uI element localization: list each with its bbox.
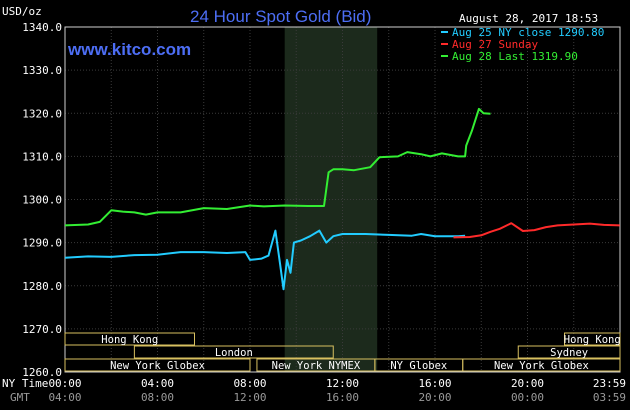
legend-entry: Aug 27 Sunday bbox=[452, 38, 538, 51]
session-label: Hong Kong bbox=[564, 334, 621, 346]
session-label: New York NYMEX bbox=[272, 360, 361, 372]
x-tick-label-ny: 12:00 bbox=[326, 377, 359, 390]
y-tick-label: 1330.0 bbox=[22, 64, 62, 77]
timestamp: August 28, 2017 18:53 bbox=[459, 12, 598, 25]
x-axis-label-ny: NY Time bbox=[2, 377, 48, 390]
x-axis-label-gmt: GMT bbox=[10, 391, 30, 404]
session-bar bbox=[462, 358, 621, 372]
session-label: NY Globex bbox=[390, 360, 447, 372]
session-bar bbox=[564, 332, 621, 346]
series-line bbox=[64, 107, 491, 227]
session-label: New York Globex bbox=[494, 360, 589, 372]
legend-entry: Aug 25 NY close 1290.80 bbox=[452, 26, 604, 39]
session-label: London bbox=[215, 347, 253, 359]
y-tick-labels: 1340.0 1330.0 1320.0 1310.0 1300.0 1290.0 1280… bbox=[22, 21, 62, 379]
grid-lines bbox=[65, 27, 620, 372]
x-tick-label-ny: 16:00 bbox=[418, 377, 451, 390]
nymex-shaded-region bbox=[284, 27, 378, 372]
x-tick-label-ny: 08:00 bbox=[233, 377, 266, 390]
session-label: Sydney bbox=[550, 347, 588, 359]
legend-entry: Aug 28 Last 1319.90 bbox=[452, 50, 578, 63]
x-tick-label-ny: 00:00 bbox=[48, 377, 81, 390]
x-tick-label-ny: 04:00 bbox=[141, 377, 174, 390]
x-tick-label-ny: 20:00 bbox=[511, 377, 544, 390]
series-line bbox=[453, 222, 620, 239]
x-tick-label-gmt: 08:00 bbox=[141, 391, 174, 404]
session-bar bbox=[133, 345, 334, 359]
session-bar bbox=[517, 345, 621, 359]
session-label: Hong Kong bbox=[101, 334, 158, 346]
x-tick-label-gmt: 12:00 bbox=[233, 391, 266, 404]
session-bar bbox=[64, 332, 195, 346]
x-tick-label-ny: 23:59 bbox=[593, 377, 626, 390]
site-url: www.kitco.com bbox=[67, 40, 191, 59]
x-tick-labels: 00:0004:0004:0008:0008:0012:0012:0016:00… bbox=[48, 377, 626, 404]
y-tick-label: 1300.0 bbox=[22, 194, 62, 207]
y-tick-label: 1320.0 bbox=[22, 107, 62, 120]
x-tick-label-gmt: 20:00 bbox=[418, 391, 451, 404]
y-tick-label: 1280.0 bbox=[22, 280, 62, 293]
x-tick-label-gmt: 04:00 bbox=[48, 391, 81, 404]
session-bar bbox=[64, 358, 251, 372]
x-tick-label-gmt: 03:59 bbox=[593, 391, 626, 404]
y-axis-label: USD/oz bbox=[2, 5, 42, 18]
y-tick-label: 1310.0 bbox=[22, 150, 62, 163]
chart-title: 24 Hour Spot Gold (Bid) bbox=[190, 7, 371, 26]
y-tick-label: 1260.0 bbox=[22, 366, 62, 379]
plot-frame bbox=[64, 26, 621, 373]
y-tick-label: 1340.0 bbox=[22, 21, 62, 34]
x-tick-label-gmt: 16:00 bbox=[326, 391, 359, 404]
x-tick-label-gmt: 00:00 bbox=[511, 391, 544, 404]
y-tick-label: 1290.0 bbox=[22, 237, 62, 250]
price-series bbox=[64, 107, 620, 291]
y-tick-label: 1270.0 bbox=[22, 323, 62, 336]
session-label: New York Globex bbox=[110, 360, 205, 372]
series-line bbox=[64, 229, 466, 291]
